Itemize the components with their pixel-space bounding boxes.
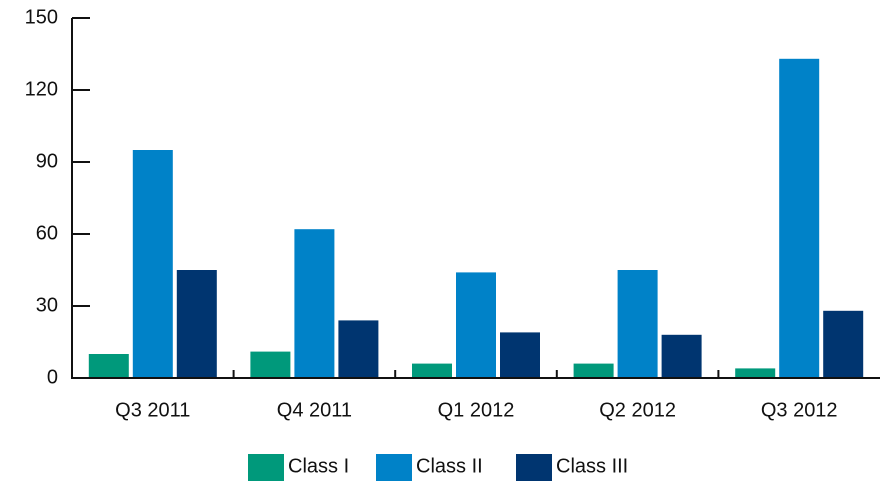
- legend-label: Class III: [556, 455, 628, 477]
- legend-label: Class II: [416, 455, 483, 477]
- bar: [661, 334, 702, 378]
- bar: [294, 229, 335, 378]
- bar: [132, 150, 173, 378]
- bar: [338, 320, 379, 378]
- y-tick-label: 0: [47, 366, 58, 388]
- y-tick-label: 60: [36, 222, 58, 244]
- legend-swatch: [376, 454, 412, 481]
- x-tick-label: Q4 2011: [277, 399, 352, 421]
- bar: [176, 270, 217, 378]
- y-tick-label: 90: [36, 150, 58, 172]
- bar: [573, 363, 614, 378]
- bar: [617, 270, 658, 378]
- legend-label: Class I: [288, 455, 349, 477]
- x-tick-label: Q2 2012: [599, 399, 676, 421]
- x-tick-label: Q3 2011: [115, 399, 190, 421]
- y-tick-label: 30: [36, 294, 58, 316]
- bar: [456, 272, 496, 378]
- x-tick-label: Q3 2012: [761, 399, 838, 421]
- bar: [250, 351, 291, 378]
- y-tick-label: 120: [25, 78, 58, 100]
- legend-swatch: [248, 454, 284, 481]
- bar: [412, 363, 452, 378]
- bar: [735, 368, 776, 378]
- bar: [779, 58, 820, 379]
- bar: [823, 310, 864, 378]
- y-tick-label: 150: [25, 6, 58, 28]
- legend-swatch: [516, 454, 552, 481]
- x-tick-label: Q1 2012: [438, 399, 515, 421]
- bar: [500, 332, 540, 378]
- bar: [88, 354, 129, 378]
